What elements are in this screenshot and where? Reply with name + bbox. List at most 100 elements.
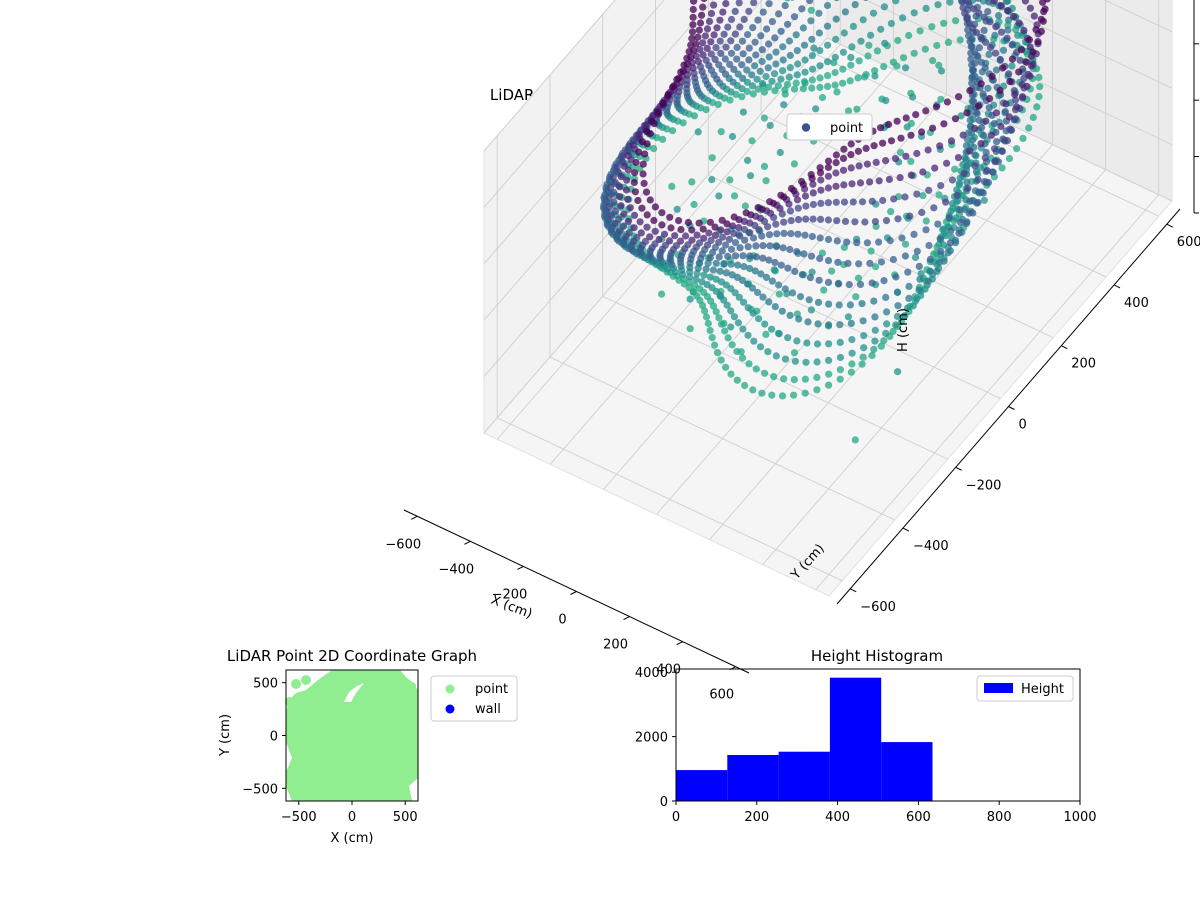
data-point	[856, 280, 865, 288]
data-point	[824, 172, 833, 180]
y-tick	[1113, 284, 1121, 289]
data-point	[807, 252, 816, 260]
data-point	[1002, 100, 1010, 108]
data-point	[743, 280, 752, 288]
data-point	[933, 41, 941, 50]
data-point	[739, 74, 747, 82]
data-point	[639, 160, 647, 168]
data-point	[703, 25, 712, 33]
data-point	[705, 229, 713, 237]
data-point	[685, 48, 693, 56]
data-point	[824, 163, 833, 171]
data-point	[997, 2, 1005, 10]
data-point	[990, 0, 998, 5]
data-point	[854, 274, 863, 282]
data-point	[946, 0, 954, 6]
y-tick-label: 500	[253, 677, 278, 692]
data-point	[926, 255, 935, 263]
data-point	[658, 221, 666, 229]
data-point	[848, 349, 856, 357]
data-point	[675, 217, 683, 225]
data-point	[853, 105, 861, 113]
data-point	[708, 334, 716, 342]
data-point	[705, 17, 714, 25]
data-point	[635, 148, 643, 156]
data-point	[937, 67, 946, 75]
data-point	[716, 267, 724, 275]
data-point	[760, 162, 769, 170]
data-point	[894, 36, 902, 45]
data-point	[611, 178, 619, 186]
data-point	[706, 273, 715, 281]
data-point	[943, 98, 952, 106]
data-point	[650, 216, 658, 225]
data-point	[824, 157, 833, 165]
data-point	[695, 239, 704, 247]
data-point	[872, 263, 880, 271]
data-point	[889, 255, 898, 264]
data-point	[992, 66, 1001, 74]
data-point	[845, 281, 853, 289]
grid-line	[708, 174, 1054, 339]
data-point	[792, 31, 800, 39]
data-point	[880, 337, 888, 345]
data-point	[930, 204, 938, 212]
data-point	[726, 176, 734, 184]
data-point	[839, 166, 848, 174]
data-point	[971, 162, 979, 170]
data-point	[680, 61, 688, 69]
data-point	[814, 298, 823, 306]
data-point	[780, 229, 788, 237]
data-point	[988, 72, 996, 80]
data-point	[892, 0, 900, 5]
data-point	[982, 38, 990, 46]
data-point	[899, 54, 908, 62]
data-point	[994, 12, 1003, 20]
data-point	[777, 261, 785, 269]
data-point	[910, 230, 918, 238]
data-point	[880, 277, 888, 285]
data-point	[807, 17, 815, 25]
chart-2d-x-label: X (cm)	[331, 831, 374, 846]
data-point	[858, 198, 867, 206]
x-tick-label: 500	[393, 810, 418, 825]
data-point	[790, 376, 798, 384]
data-point	[761, 320, 769, 328]
data-point	[757, 270, 765, 278]
data-point	[977, 140, 985, 148]
data-point	[1013, 145, 1021, 153]
data-point	[710, 31, 718, 39]
data-point	[616, 183, 624, 191]
data-point	[1006, 77, 1014, 86]
data-point	[735, 224, 743, 232]
data-point	[1005, 16, 1013, 24]
data-point	[915, 262, 923, 270]
data-point	[871, 67, 879, 75]
data-point	[742, 209, 750, 217]
data-point	[711, 231, 720, 239]
data-point	[801, 56, 809, 64]
data-point	[830, 59, 838, 67]
data-point	[1019, 134, 1027, 142]
data-point	[967, 55, 975, 63]
data-point	[998, 164, 1006, 172]
chart-2d-outlier	[291, 679, 301, 689]
data-point	[724, 252, 732, 260]
data-point	[775, 330, 783, 338]
chart-2d-gap-bottom-left	[286, 786, 292, 801]
data-point	[962, 142, 971, 150]
data-point	[772, 352, 780, 360]
data-point	[725, 235, 734, 243]
data-point	[807, 171, 815, 179]
data-point	[794, 60, 802, 68]
data-point	[935, 61, 943, 69]
data-point	[889, 327, 897, 335]
data-point	[783, 80, 792, 88]
data-point	[692, 275, 700, 283]
data-point	[718, 216, 726, 224]
data-point	[733, 376, 741, 384]
grid-line	[760, 113, 1107, 278]
data-point	[986, 43, 995, 52]
data-point	[851, 436, 859, 444]
